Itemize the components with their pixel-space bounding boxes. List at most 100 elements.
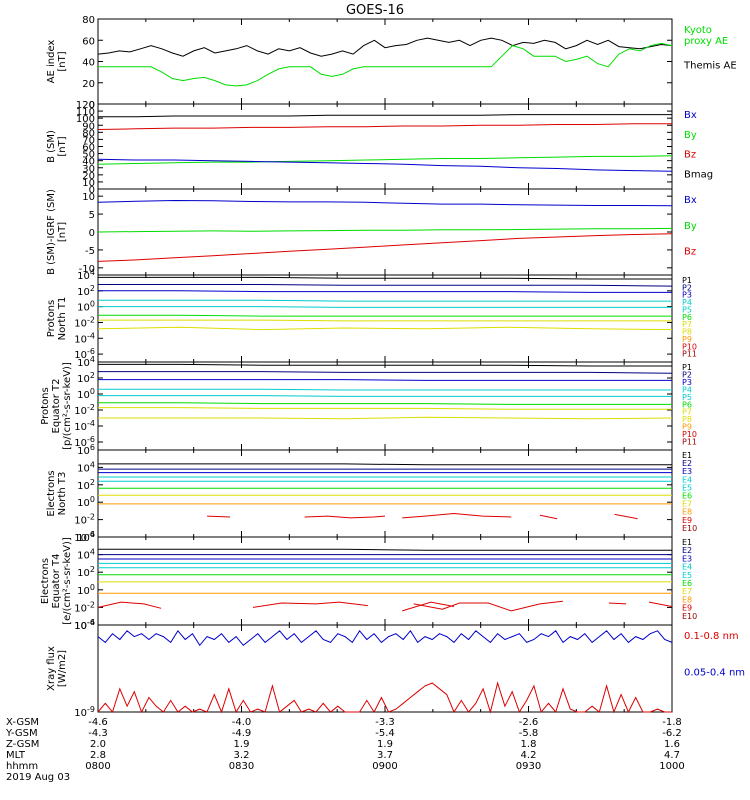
y-tick-label: 10-2	[74, 315, 95, 329]
series-themis-ae	[97, 37, 673, 57]
legend-p8: P8	[682, 328, 692, 337]
series-p6	[98, 314, 672, 317]
y-tick-label: 102	[77, 284, 95, 298]
footer-value: 1.6	[664, 739, 680, 750]
y-tick-label: 0	[89, 185, 95, 196]
footer-value: 4.7	[664, 750, 680, 761]
footer-value: 1.9	[377, 739, 393, 750]
panel-frame	[97, 274, 673, 363]
series-e9	[402, 601, 454, 612]
series-e9	[97, 601, 162, 609]
y-tick-label: 90	[82, 121, 95, 132]
footer-date: 2019 Aug 03	[6, 772, 70, 783]
legend-p4: P4	[682, 385, 692, 394]
y-tick-label: 104	[77, 355, 95, 369]
series-p7	[98, 319, 672, 322]
y-tick-label: 102	[77, 478, 95, 492]
y-tick-label: 10-6	[74, 435, 95, 449]
series-p3	[98, 290, 672, 293]
series-e9	[608, 602, 627, 605]
series-bmag	[98, 114, 672, 118]
legend-p9: P9	[682, 335, 692, 344]
panel-frame	[97, 361, 673, 451]
y-axis-label: Xray flux[W/m2]	[46, 646, 68, 691]
y-tick-label: 0	[89, 100, 95, 111]
legend-e7: E7	[682, 587, 692, 596]
y-tick-label: 10-2	[74, 600, 95, 614]
series-p4	[98, 388, 672, 391]
legend-e4: E4	[682, 563, 692, 572]
legend-p10: P10	[682, 430, 697, 439]
footer-label-y-gsm: Y-GSM	[5, 728, 38, 739]
y-axis-label: ProtonsEquator T2[p/(cm²-s-sr-keV)]	[40, 362, 73, 450]
y-axis-label: ProtonsNorth T1	[46, 297, 68, 341]
y-tick-label: 20	[82, 171, 95, 182]
footer-value: -4.3	[88, 728, 108, 739]
legend-by: By	[684, 130, 697, 141]
legend-p3: P3	[682, 378, 692, 387]
legend-bmag: Bmag	[684, 170, 713, 181]
series-bx	[97, 158, 673, 172]
footer-value: 2.8	[90, 750, 106, 761]
series-p4	[98, 299, 672, 302]
legend-p7: P7	[682, 320, 692, 329]
panel-frame	[97, 449, 673, 538]
footer-value: 0900	[372, 761, 397, 772]
series-e9	[539, 514, 558, 520]
series-p2	[98, 284, 673, 287]
legend-e10: E10	[682, 612, 697, 621]
y-axis-label: AE index[nT]	[46, 40, 68, 84]
series-bz	[97, 123, 672, 130]
legend-e1: E1	[682, 451, 692, 460]
series-e1	[98, 463, 672, 466]
legend-p5: P5	[682, 393, 692, 402]
legend-0-1-0-8-nm: 0.1-0.8 nm	[684, 631, 739, 642]
panel-frame	[97, 103, 673, 190]
y-tick-label: 50	[82, 150, 95, 161]
y-tick-label: 120	[76, 100, 95, 111]
y-tick-label: 10-6	[74, 347, 95, 361]
y-tick-label: 10-9	[74, 705, 95, 719]
y-tick-label: 104	[77, 460, 95, 474]
footer-value: 1.8	[521, 739, 537, 750]
legend-e2: E2	[682, 546, 692, 555]
legend-p11: P11	[682, 438, 697, 447]
y-tick-label: 10-2	[74, 403, 95, 417]
footer-label-z-gsm: Z-GSM	[6, 739, 39, 750]
y-tick-label: 100	[77, 583, 95, 597]
legend-e8: E8	[682, 595, 692, 604]
legend-kyoto-proxy-ae: Kyoto proxy AE	[684, 25, 728, 47]
series-e9	[648, 601, 673, 607]
footer-value: -5.8	[519, 728, 539, 739]
legend-p5: P5	[682, 305, 692, 314]
y-tick-label: 10	[82, 178, 95, 189]
series-bx	[97, 199, 673, 207]
panel-frame	[97, 18, 673, 105]
footer-value: -4.6	[88, 717, 108, 728]
series-e1	[98, 548, 672, 551]
y-tick-label: 100	[76, 114, 95, 125]
y-tick-label: 5	[89, 210, 95, 221]
series-bz	[97, 233, 673, 262]
ephemeris-footer: X-GSM -4.6 -4.0 -3.3 -2.6 -1.8 Y-GSM -4.3 -4.9 -5…	[5, 717, 685, 783]
footer-value: 2.0	[90, 739, 106, 750]
legend-e1: E1	[682, 538, 692, 547]
legend-e10: E10	[682, 524, 697, 533]
footer-value: 1000	[659, 761, 684, 772]
y-tick-label: -10	[79, 264, 95, 275]
y-axis-label: ElectronsNorth T3	[46, 470, 68, 516]
series-p5	[98, 395, 672, 397]
legend-themis-ae: Themis AE	[683, 61, 737, 72]
plot-title: GOES-16	[346, 3, 404, 18]
footer-value: 0830	[229, 761, 254, 772]
series-e9	[402, 512, 512, 519]
legend-bz: Bz	[684, 247, 696, 258]
series-p1	[98, 363, 672, 367]
legend-e6: E6	[682, 579, 692, 588]
legend-e9: E9	[682, 604, 692, 613]
y-tick-label: 60	[82, 36, 95, 47]
